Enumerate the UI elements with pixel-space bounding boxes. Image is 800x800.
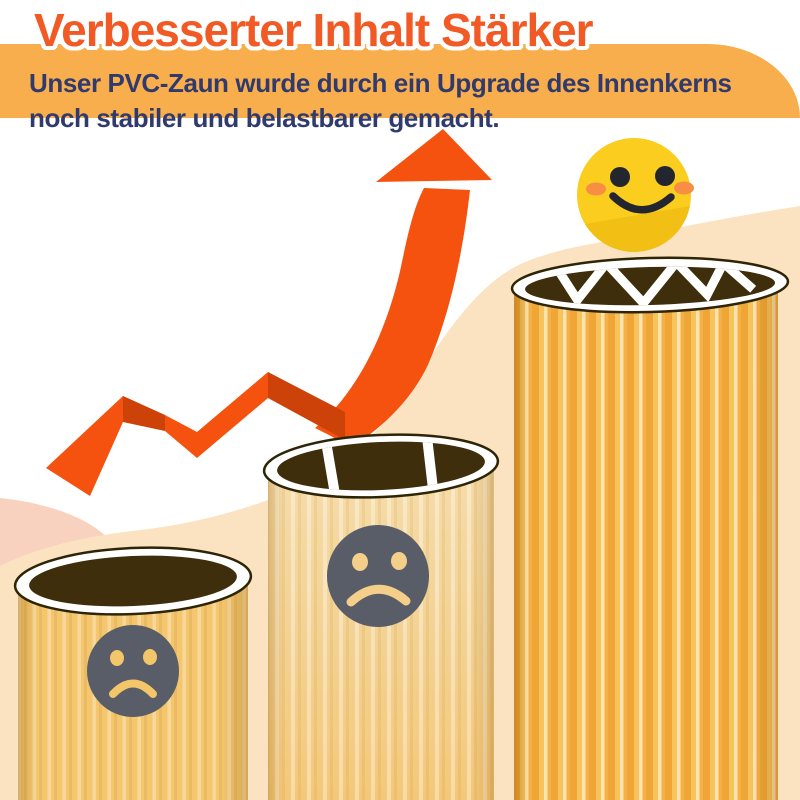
header-band bbox=[0, 44, 800, 118]
subtitle-line-2: noch stabiler und belastbarer gemacht. bbox=[29, 103, 500, 133]
post-small bbox=[13, 546, 253, 800]
post-tall bbox=[510, 256, 790, 800]
sad-face-icon bbox=[327, 525, 429, 627]
post-medium-core-struts bbox=[320, 437, 439, 495]
subtitle-line-1: Unser PVC-Zaun wurde durch ein Upgrade d… bbox=[29, 68, 732, 98]
post-tall-rim bbox=[510, 256, 790, 314]
page-title: Verbesserter Inhalt Stärker bbox=[34, 4, 594, 56]
trend-up-arrow-icon bbox=[46, 129, 492, 496]
post-small-rim bbox=[13, 546, 253, 616]
happy-face-icon bbox=[577, 138, 694, 253]
post-medium-rim bbox=[262, 433, 500, 499]
sad-face-icon bbox=[87, 625, 179, 717]
post-medium bbox=[262, 433, 500, 800]
